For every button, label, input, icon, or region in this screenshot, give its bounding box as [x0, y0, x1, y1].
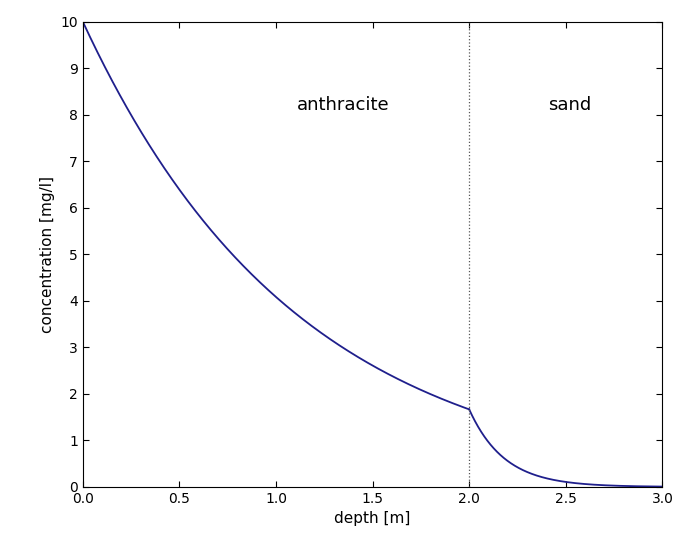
X-axis label: depth [m]: depth [m] [335, 511, 411, 526]
Text: anthracite: anthracite [297, 96, 390, 114]
Y-axis label: concentration [mg/l]: concentration [mg/l] [40, 176, 55, 333]
Text: sand: sand [548, 96, 591, 114]
